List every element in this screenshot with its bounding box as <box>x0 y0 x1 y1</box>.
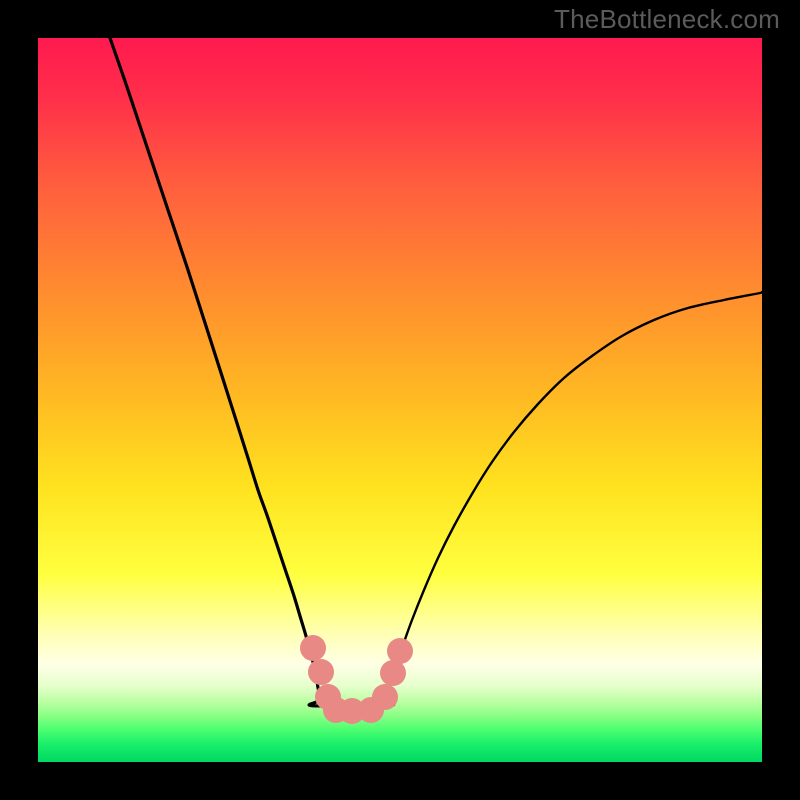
chart-stage: TheBottleneck.com <box>0 0 800 800</box>
marker-dot <box>380 660 406 686</box>
marker-dot <box>387 638 413 664</box>
watermark-text: TheBottleneck.com <box>554 4 780 35</box>
marker-dot <box>372 684 398 710</box>
bottleneck-plot <box>0 0 800 800</box>
marker-dot <box>300 635 326 661</box>
marker-dot <box>308 659 334 685</box>
